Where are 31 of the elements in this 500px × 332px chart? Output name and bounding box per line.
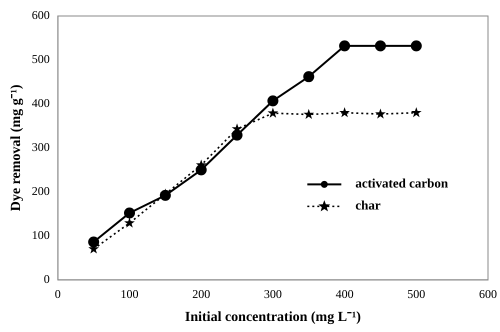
- point: [410, 107, 422, 118]
- legend-label: char: [355, 198, 381, 213]
- x-tick-label: 300: [264, 287, 282, 302]
- y-axis-title: Dye removal (mg g⁻¹): [9, 84, 24, 212]
- x-tick-label: 100: [120, 287, 138, 302]
- point: [303, 108, 314, 120]
- y-tick-label: 200: [32, 184, 50, 198]
- y-tick-label: 600: [32, 8, 50, 22]
- point: [267, 95, 278, 106]
- x-tick-label: 400: [336, 287, 354, 302]
- y-tick-label: 0: [44, 272, 50, 286]
- point: [88, 236, 100, 248]
- point: [124, 217, 135, 228]
- x-tick-label: 500: [407, 287, 426, 302]
- legend-label: activated carbon: [355, 176, 449, 191]
- y-tick-label: 100: [32, 228, 50, 242]
- point: [410, 40, 422, 52]
- y-tick-label: 300: [32, 140, 50, 154]
- point: [124, 207, 135, 218]
- point: [303, 71, 314, 82]
- y-tick-label: 500: [32, 52, 50, 66]
- point: [339, 40, 350, 52]
- point: [374, 40, 386, 52]
- point: [339, 107, 350, 118]
- x-tick-label: 0: [54, 287, 61, 302]
- x-tick-label: 200: [192, 287, 210, 302]
- point: [375, 108, 386, 119]
- x-tick-label: 600: [479, 287, 497, 302]
- point: [268, 108, 278, 118]
- x-axis-title: Initial concentration (mg L⁻¹): [184, 310, 362, 326]
- y-tick-label: 400: [32, 96, 50, 110]
